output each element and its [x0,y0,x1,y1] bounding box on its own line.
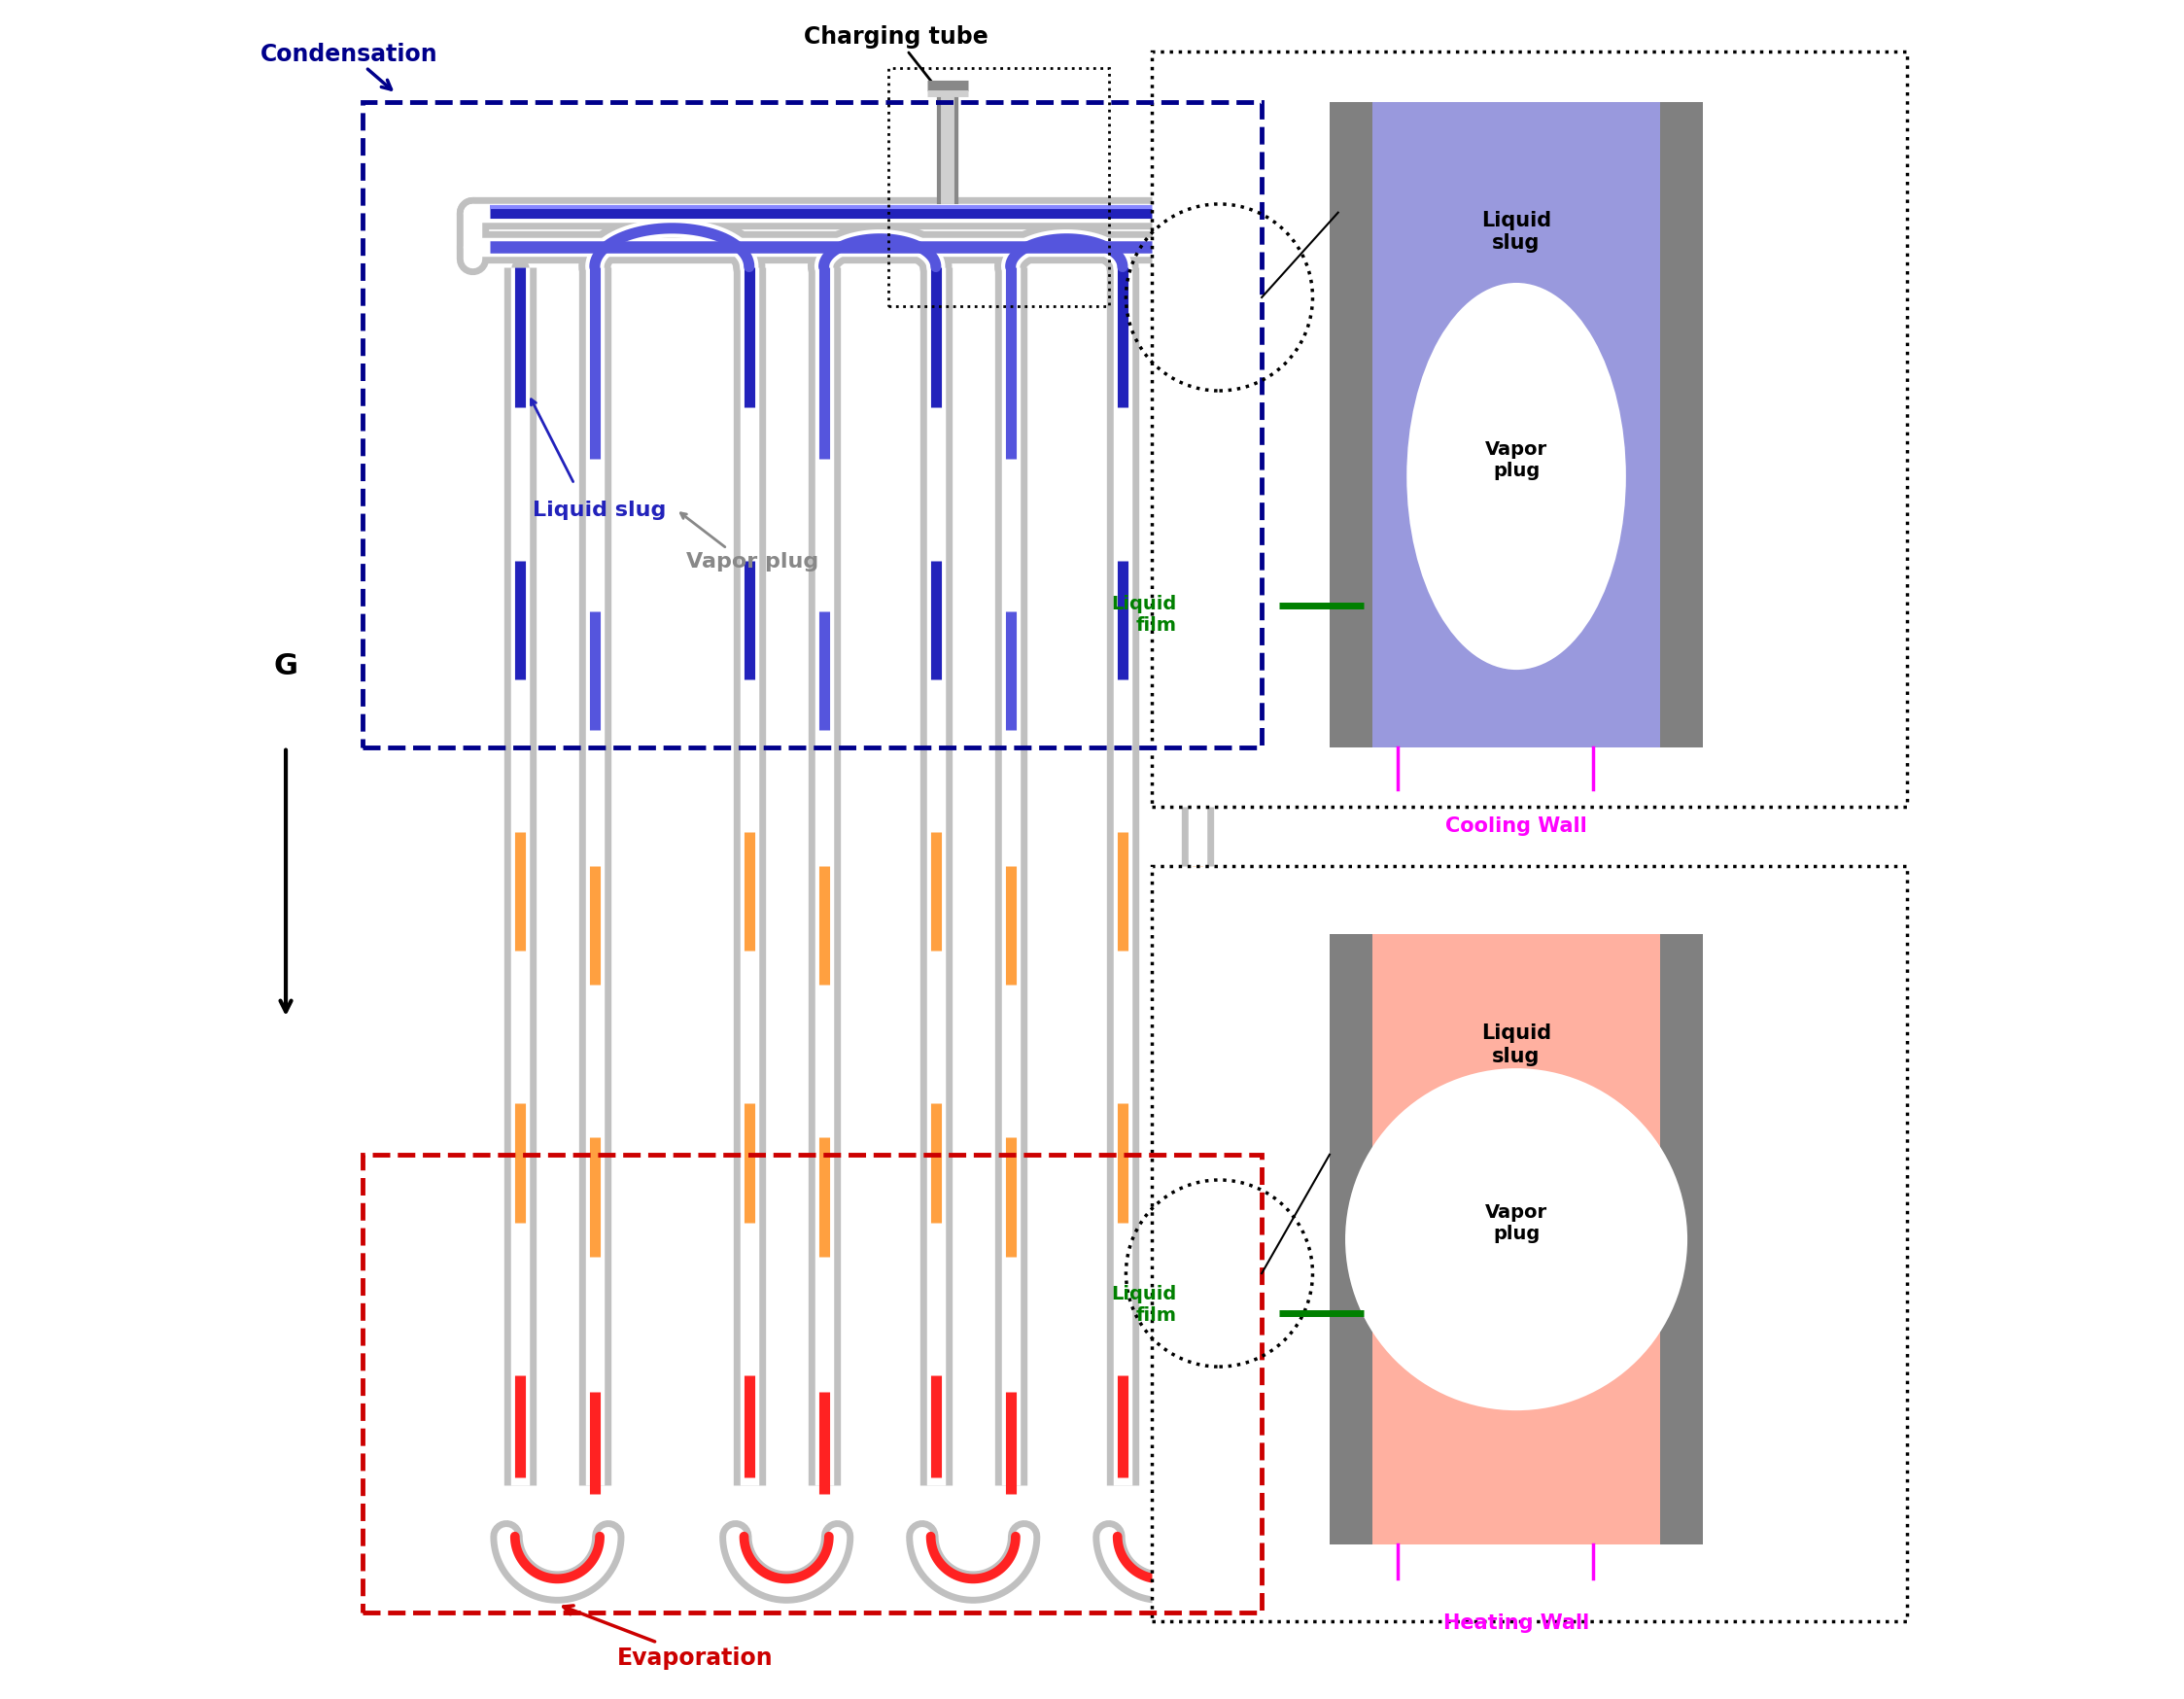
Bar [1372,934,1660,1544]
Text: Thermal
radiation: Thermal radiation [1714,148,1865,187]
Bar [1372,104,1660,748]
Text: Liquid
film: Liquid film [1112,1284,1177,1324]
Text: Thermal
convection: Thermal convection [1607,1293,1850,1332]
Text: Liquid
film: Liquid film [1112,595,1177,634]
FancyBboxPatch shape [1151,53,1907,807]
Text: Thermal
conduction: Thermal conduction [1714,374,1885,413]
Circle shape [1345,1069,1688,1410]
Text: Liquid slug: Liquid slug [533,501,666,520]
Text: Charging tube: Charging tube [804,25,987,99]
Text: Thermal
convection: Thermal convection [1607,586,1883,625]
Ellipse shape [1406,284,1625,671]
FancyBboxPatch shape [1151,866,1907,1621]
Text: Cooling Wall: Cooling Wall [1446,816,1588,834]
Text: Heating Wall: Heating Wall [1444,1612,1590,1633]
Text: Thermal
conduction: Thermal conduction [1714,1128,1850,1167]
Text: G: G [273,652,297,680]
Text: Liquid
slug: Liquid slug [1481,1023,1551,1065]
Bar [1330,934,1704,1544]
Text: Evaporation: Evaporation [563,1606,773,1668]
Bar [1330,104,1704,748]
Text: Vapor
plug: Vapor plug [1485,1203,1548,1242]
Text: Heat input: Heat input [1675,1444,1845,1463]
Text: Vapor plug: Vapor plug [686,552,819,571]
Text: Liquid
slug: Liquid slug [1481,211,1551,253]
Text: Condensation: Condensation [260,42,437,90]
Text: Vapor
plug: Vapor plug [1485,440,1548,479]
